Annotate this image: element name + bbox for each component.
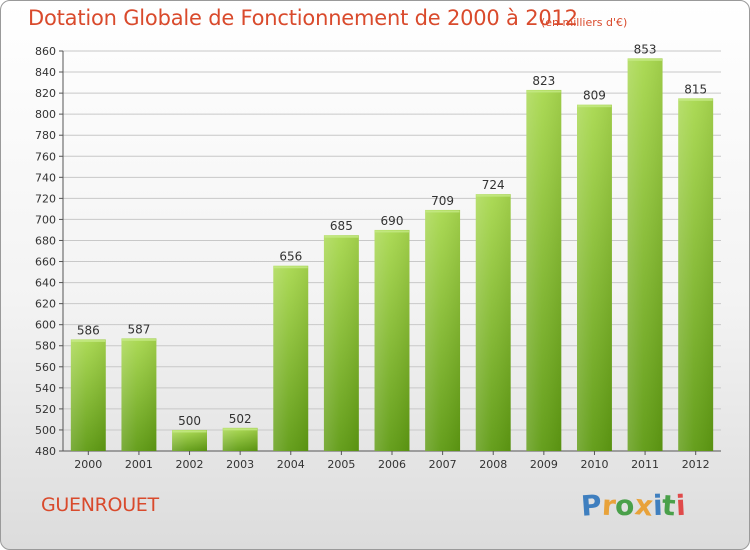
bar-shine-2002: [172, 429, 208, 451]
value-label-2004: 656: [279, 250, 302, 264]
value-label-2002: 500: [178, 414, 201, 428]
y-tick-label: 660: [35, 256, 56, 269]
y-tick-label: 520: [35, 403, 56, 416]
x-tick-label-2003: 2003: [226, 458, 254, 471]
y-tick-label: 740: [35, 171, 56, 184]
x-tick-label-2007: 2007: [429, 458, 457, 471]
x-tick-label-2006: 2006: [378, 458, 406, 471]
x-tick-label-2002: 2002: [176, 458, 204, 471]
value-label-2012: 815: [684, 82, 707, 96]
x-tick-label-2005: 2005: [327, 458, 355, 471]
bar-shine-2005: [323, 235, 359, 451]
proxiti-logo: Proxiti: [579, 488, 687, 523]
bar-highlight-2003: [223, 428, 258, 431]
y-tick-label: 620: [35, 298, 56, 311]
bar-highlight-2004: [273, 266, 308, 269]
y-tick-label: 760: [35, 150, 56, 163]
bar-shine-2011: [627, 58, 663, 452]
logo-letter: x: [632, 488, 655, 523]
y-tick-label: 560: [35, 361, 56, 374]
value-label-2008: 724: [482, 178, 505, 192]
y-tick-label: 780: [35, 129, 56, 142]
bar-highlight-2010: [577, 105, 612, 108]
value-label-2005: 685: [330, 219, 353, 233]
value-label-2000: 586: [77, 323, 100, 337]
chart-title: Dotation Globale de Fonctionnement de 20…: [28, 6, 578, 30]
bar-layer: [70, 58, 714, 452]
bar-shine-2000: [70, 339, 106, 451]
value-label-2006: 690: [381, 214, 404, 228]
y-tick-label: 860: [35, 45, 56, 58]
y-tick-label: 580: [35, 340, 56, 353]
value-label-2007: 709: [431, 194, 454, 208]
bar-highlight-2001: [121, 338, 156, 341]
bar-shine-2009: [526, 89, 562, 452]
bar-shine-2006: [374, 229, 410, 451]
bar-highlight-2000: [71, 339, 106, 342]
x-tick-label-2001: 2001: [125, 458, 153, 471]
bar-highlight-2011: [628, 58, 663, 61]
y-tick-label: 700: [35, 213, 56, 226]
x-tick-label-2008: 2008: [479, 458, 507, 471]
chart-subtitle: (en milliers d'€): [541, 16, 628, 29]
bar-highlight-2005: [324, 235, 359, 238]
bar-highlight-2009: [526, 90, 561, 93]
y-tick-label: 840: [35, 66, 56, 79]
logo-letter: P: [579, 488, 603, 523]
x-tick-label-2000: 2000: [74, 458, 102, 471]
bar-shine-2007: [425, 209, 461, 451]
y-tick-label: 800: [35, 108, 56, 121]
logo-letter: o: [614, 488, 636, 523]
label-layer: 586 587 500 502 656 685 690 709 724 823 809 853 815: [77, 42, 707, 428]
bar-shine-2004: [273, 265, 309, 451]
y-tick-label: 540: [35, 382, 56, 395]
value-label-2003: 502: [229, 412, 252, 426]
value-label-2009: 823: [532, 74, 555, 88]
bar-highlight-2012: [678, 98, 713, 101]
y-tick-label: 480: [35, 445, 56, 458]
bar-shine-2012: [678, 98, 714, 452]
value-label-2001: 587: [127, 322, 150, 336]
y-tick-label: 680: [35, 234, 56, 247]
x-tick-label-2012: 2012: [682, 458, 710, 471]
y-tick-label: 640: [35, 277, 56, 290]
value-label-2010: 809: [583, 89, 606, 103]
x-tick-label-2010: 2010: [580, 458, 608, 471]
bar-highlight-2007: [425, 210, 460, 213]
value-label-2011: 853: [634, 42, 657, 56]
bar-highlight-2008: [476, 194, 511, 197]
bar-shine-2003: [222, 427, 258, 451]
bar-highlight-2002: [172, 430, 207, 433]
x-tick-label-2011: 2011: [631, 458, 659, 471]
x-tick-label-2004: 2004: [277, 458, 305, 471]
y-tick-label: 600: [35, 319, 56, 332]
bar-shine-2008: [475, 194, 511, 451]
logo-letter: i: [674, 488, 687, 523]
axis-layer: 480 500 520 540 560 580 600 620 640 660 680 700 720 7…: [35, 45, 721, 471]
commune-name: GUENROUET: [41, 494, 159, 516]
x-tick-label-2009: 2009: [530, 458, 558, 471]
y-tick-label: 500: [35, 424, 56, 437]
y-tick-label: 820: [35, 87, 56, 100]
bar-highlight-2006: [375, 230, 409, 233]
bar-shine-2001: [121, 338, 157, 451]
y-tick-label: 720: [35, 192, 56, 205]
bar-shine-2010: [576, 104, 612, 452]
